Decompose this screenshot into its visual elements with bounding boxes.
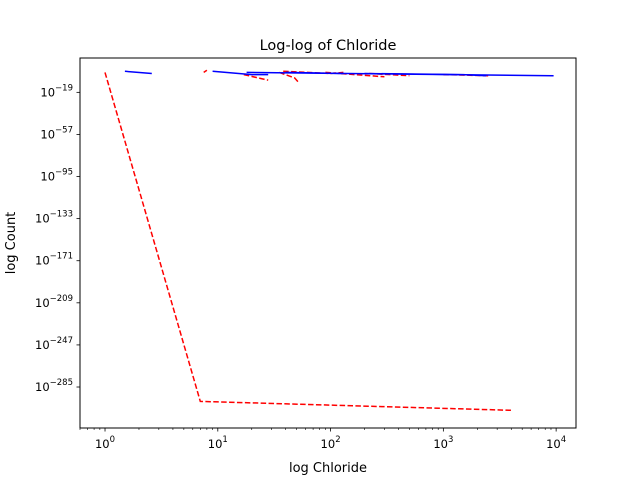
x-tick-label: 103 bbox=[433, 435, 453, 451]
plot-lines bbox=[104, 69, 554, 412]
series-1-line-3 bbox=[243, 73, 269, 81]
y-tick-label: 10−95 bbox=[40, 168, 73, 184]
series-1-line-2 bbox=[203, 69, 208, 74]
x-tick-label: 101 bbox=[208, 435, 228, 451]
y-axis-label: log Count bbox=[4, 212, 19, 275]
y-axis-ticks: 10−19 10−57 10−95 10−133 10−171 10−209 10−247 1… bbox=[35, 83, 80, 394]
series-1-line-4 bbox=[278, 71, 300, 83]
series-2-line-5 bbox=[364, 72, 487, 77]
x-axis-ticks: 100 101 102 103 104 bbox=[79, 428, 566, 451]
y-tick-label: 10−285 bbox=[35, 378, 73, 394]
series-2-line-4 bbox=[285, 71, 344, 75]
series-2-line-1 bbox=[124, 70, 152, 75]
y-tick-label: 10−57 bbox=[40, 125, 73, 141]
series-2-line-2 bbox=[212, 70, 269, 76]
x-axis-label: log Chloride bbox=[289, 461, 367, 476]
y-tick-label: 10−133 bbox=[35, 210, 73, 226]
x-tick-label: 104 bbox=[546, 435, 566, 451]
y-tick-label: 10−19 bbox=[40, 83, 73, 99]
chart-title: Log-log of Chloride bbox=[260, 38, 397, 54]
x-tick-label: 102 bbox=[321, 435, 341, 451]
x-tick-label: 100 bbox=[95, 435, 115, 451]
y-tick-label: 10−209 bbox=[35, 294, 73, 310]
y-tick-label: 10−171 bbox=[35, 252, 73, 268]
series-1-line-1 bbox=[104, 72, 512, 412]
axes-frame bbox=[79, 57, 577, 429]
y-tick-label: 10−247 bbox=[35, 336, 73, 352]
